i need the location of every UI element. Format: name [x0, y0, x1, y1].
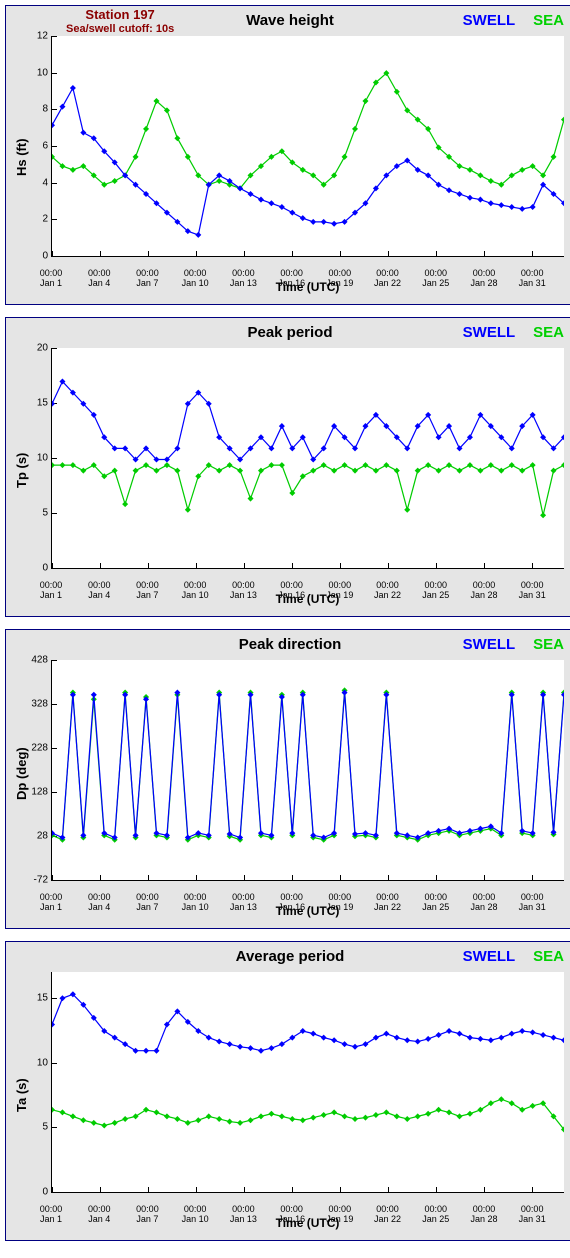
y-axis: 05101520Tp (s) — [16, 348, 50, 568]
x-axis: 00:00Jan 100:00Jan 400:00Jan 700:00Jan 1… — [51, 1204, 564, 1228]
x-label: Time (UTC) — [276, 592, 340, 606]
legend: SWELL SEA — [463, 12, 564, 29]
legend-swell: SWELL — [463, 324, 516, 341]
chart-title: Peak period — [247, 324, 332, 341]
plot-area — [51, 36, 564, 257]
x-label: Time (UTC) — [276, 1216, 340, 1230]
series-svg — [52, 348, 564, 569]
plot-area — [51, 660, 564, 881]
chart-title: Wave height — [246, 12, 334, 29]
x-axis: 00:00Jan 100:00Jan 400:00Jan 700:00Jan 1… — [51, 580, 564, 604]
y-label: Ta (s) — [14, 1078, 29, 1112]
legend: SWELL SEA — [463, 948, 564, 965]
chart-title: Peak direction — [239, 636, 342, 653]
sea-series — [52, 71, 564, 191]
x-axis: 00:00Jan 100:00Jan 400:00Jan 700:00Jan 1… — [51, 268, 564, 292]
chart-panel-2: Peak direction SWELL SEA -7228128228328428D… — [5, 629, 570, 929]
x-axis: 00:00Jan 100:00Jan 400:00Jan 700:00Jan 1… — [51, 892, 564, 916]
y-label: Dp (deg) — [14, 747, 29, 800]
station-label: Station 197Sea/swell cutoff: 10s — [66, 8, 174, 36]
plot-area — [51, 348, 564, 569]
swell-series — [52, 690, 564, 839]
legend-sea: SEA — [533, 12, 564, 29]
y-label: Hs (ft) — [14, 138, 29, 176]
sea-series — [52, 463, 564, 517]
y-axis: -7228128228328428Dp (deg) — [16, 660, 50, 880]
x-label: Time (UTC) — [276, 280, 340, 294]
legend-sea: SEA — [533, 636, 564, 653]
legend-swell: SWELL — [463, 636, 516, 653]
swell-series — [52, 86, 564, 237]
legend-sea: SEA — [533, 324, 564, 341]
plot-area — [51, 972, 564, 1193]
swell-series — [52, 992, 564, 1053]
y-label: Tp (s) — [14, 453, 29, 488]
y-axis: 051015Ta (s) — [16, 972, 50, 1192]
y-axis: 024681012Hs (ft) — [16, 36, 50, 256]
chart-panel-3: Average period SWELL SEA 051015Ta (s)00:00J… — [5, 941, 570, 1241]
series-svg — [52, 36, 564, 257]
legend-swell: SWELL — [463, 948, 516, 965]
x-label: Time (UTC) — [276, 904, 340, 918]
chart-panel-1: Peak period SWELL SEA 05101520Tp (s)00:00Ja… — [5, 317, 570, 617]
legend: SWELL SEA — [463, 636, 564, 653]
chart-panel-0: Station 197Sea/swell cutoff: 10s Wave hei… — [5, 5, 570, 305]
legend-sea: SEA — [533, 948, 564, 965]
legend-swell: SWELL — [463, 12, 516, 29]
series-svg — [52, 660, 564, 881]
legend: SWELL SEA — [463, 324, 564, 341]
sea-series — [52, 1097, 564, 1131]
series-svg — [52, 972, 564, 1193]
chart-title: Average period — [236, 948, 345, 965]
swell-series — [52, 379, 564, 461]
